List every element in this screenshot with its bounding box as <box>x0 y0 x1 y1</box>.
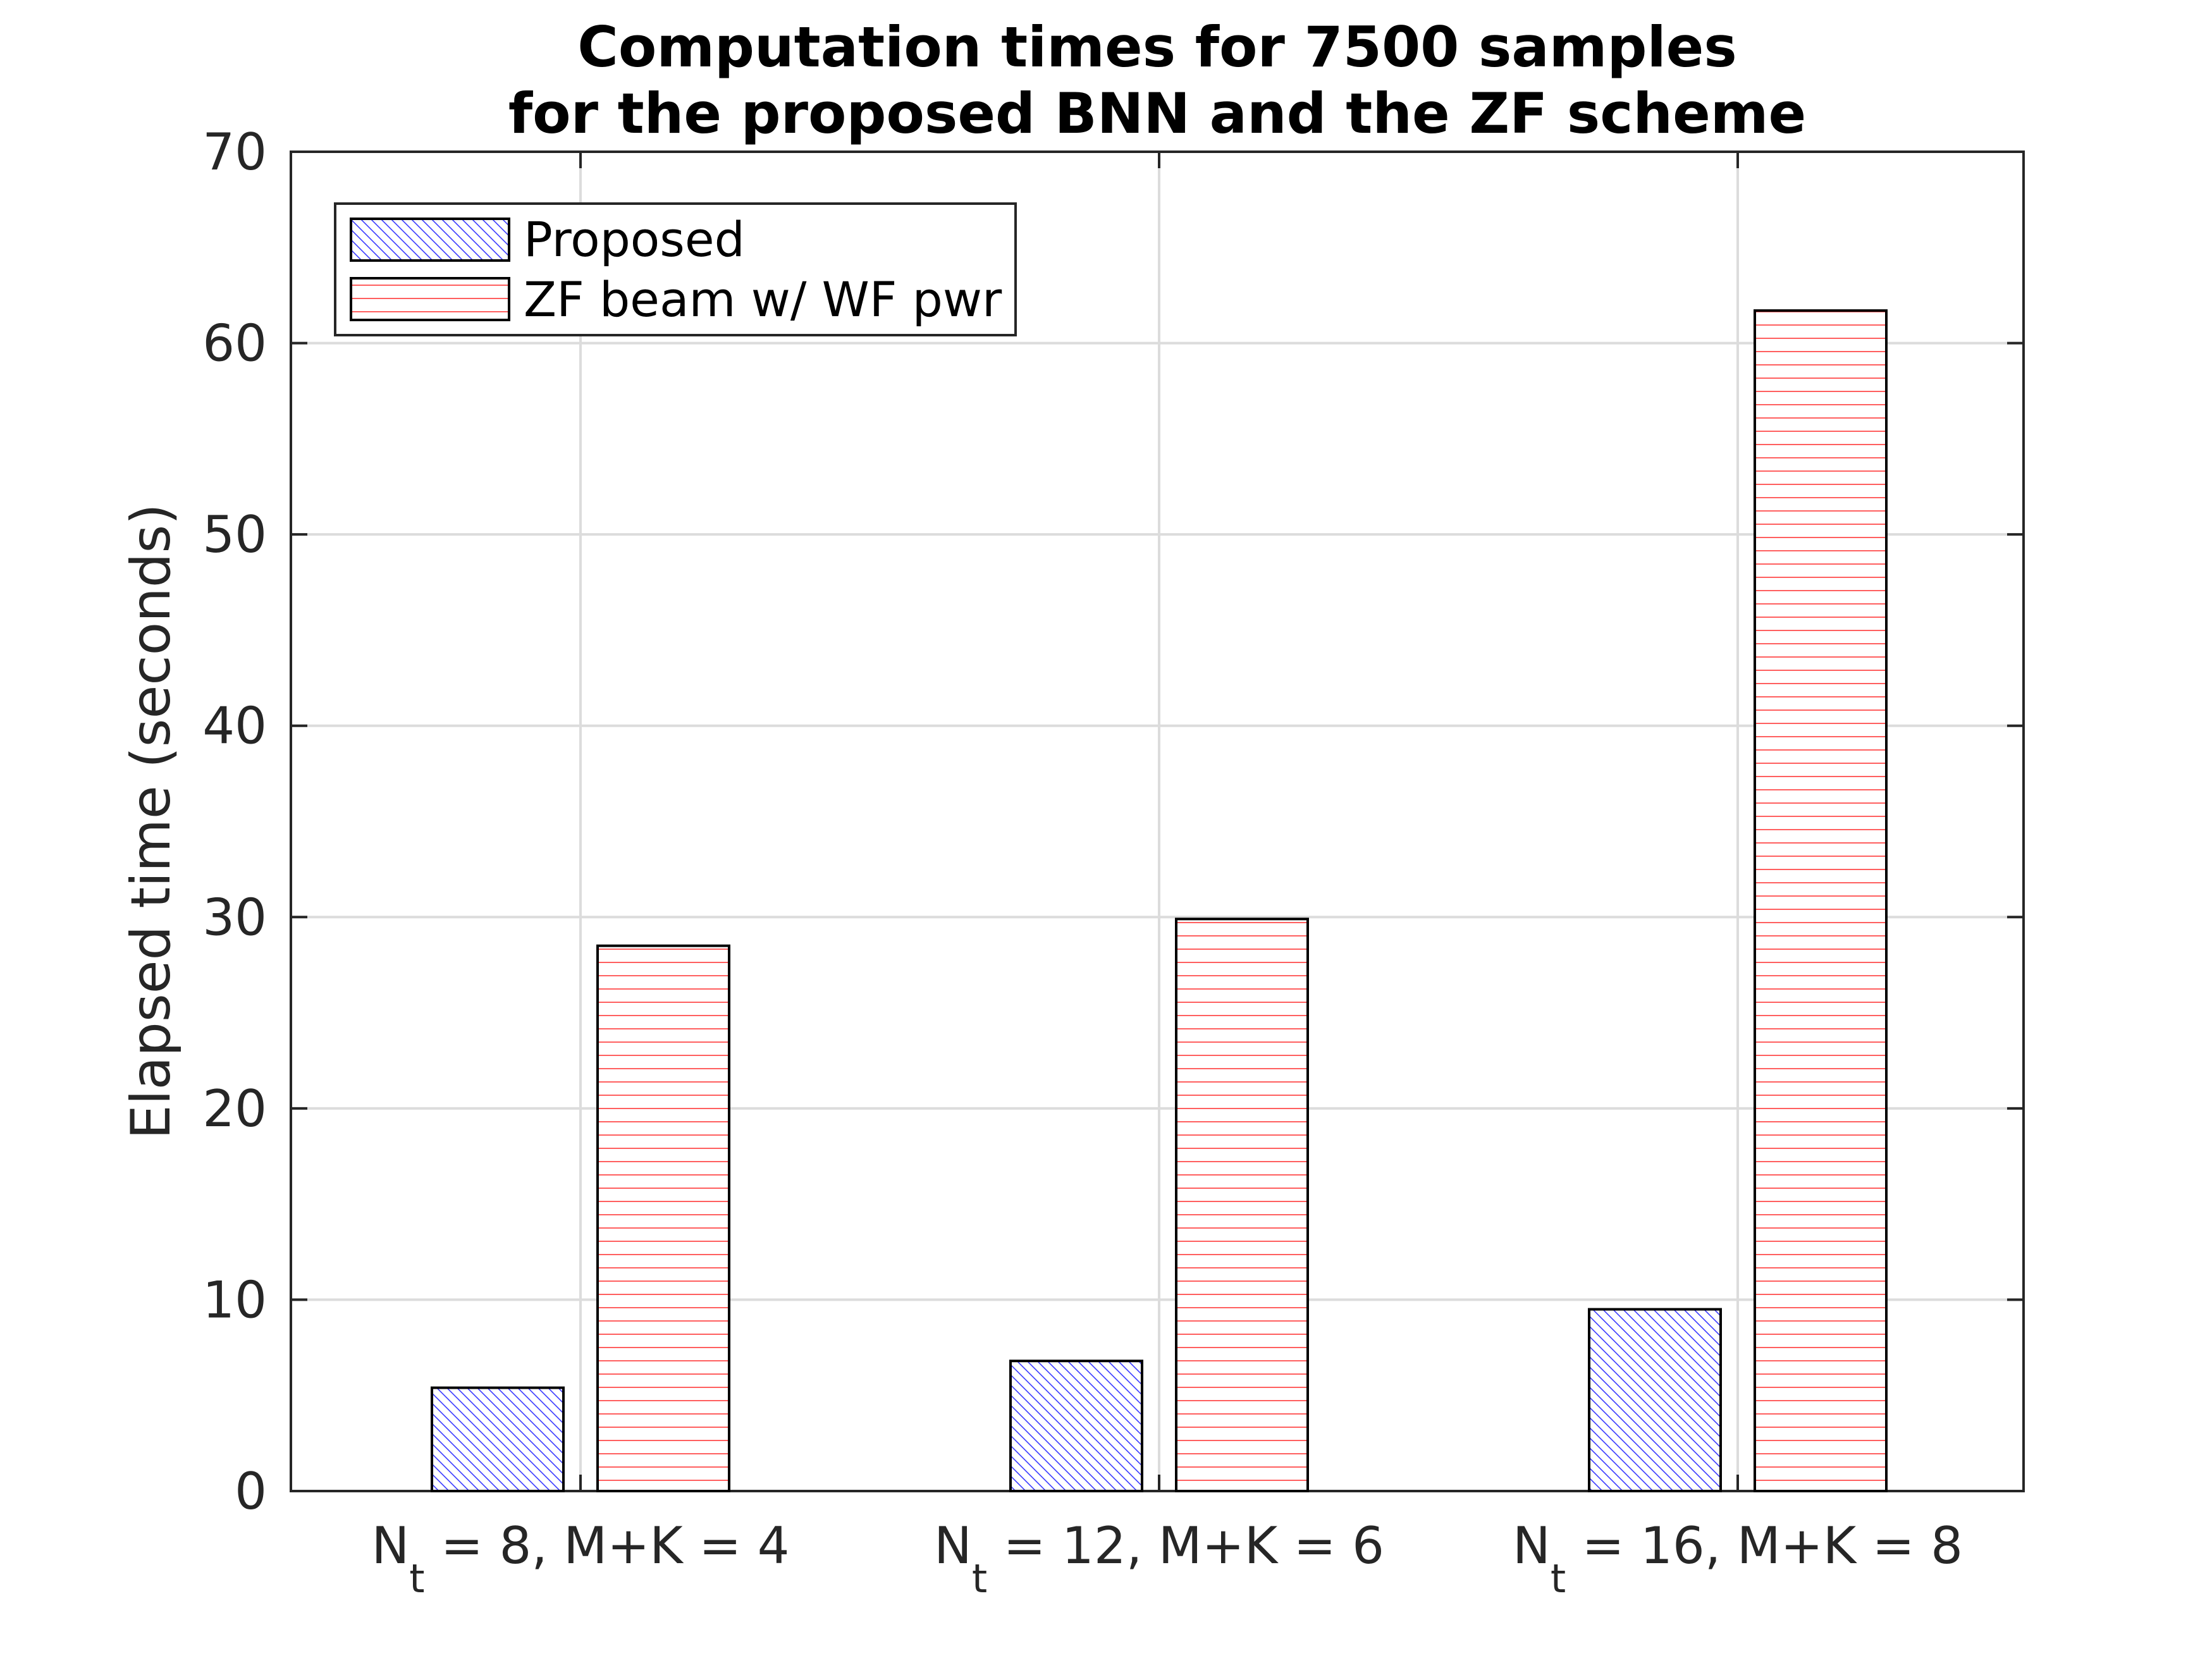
y-tick-label: 60 <box>202 314 267 373</box>
legend: Proposed ZF beam w/ WF pwr <box>334 202 1017 336</box>
x-tick-label: Nt = 12, M+K = 6 <box>934 1516 1384 1602</box>
legend-swatch-zf <box>350 277 510 321</box>
bar-proposed-1 <box>1009 1360 1143 1493</box>
y-tick-label: 20 <box>202 1079 267 1138</box>
grid-lines <box>291 152 2024 1491</box>
x-tick-label: Nt = 16, M+K = 8 <box>1513 1516 1963 1602</box>
y-tick-label: 30 <box>202 888 267 947</box>
y-tick-label: 50 <box>202 505 267 564</box>
bar-proposed-0 <box>431 1386 565 1492</box>
y-tick-label: 40 <box>202 697 267 756</box>
bar-proposed-2 <box>1588 1308 1722 1492</box>
bar-zf-2 <box>1754 309 1888 1492</box>
y-axis-label: Elapsed time (seconds) <box>120 503 183 1139</box>
y-tick-label: 0 <box>235 1462 267 1521</box>
chart-title: Computation times for 7500 samples <box>577 15 1736 80</box>
legend-label-proposed: Proposed <box>524 211 745 267</box>
bars <box>431 309 1888 1493</box>
y-tick-label: 70 <box>202 123 267 181</box>
y-tick-label: 10 <box>202 1270 267 1329</box>
plot-area <box>290 150 2025 1492</box>
tick-labels: 0 10 20 30 40 50 60 70 Nt = 8, M+K = 4 Nt = 12, M… <box>202 123 2024 1602</box>
legend-label-zf: ZF beam w/ WF pwr <box>524 271 1002 328</box>
bar-zf-0 <box>596 944 730 1492</box>
x-tick-label: Nt = 8, M+K = 4 <box>371 1516 789 1602</box>
legend-swatch-proposed <box>350 218 510 262</box>
bar-zf-1 <box>1175 918 1309 1492</box>
chart-subtitle: for the proposed BNN and the ZF scheme <box>508 81 1806 146</box>
